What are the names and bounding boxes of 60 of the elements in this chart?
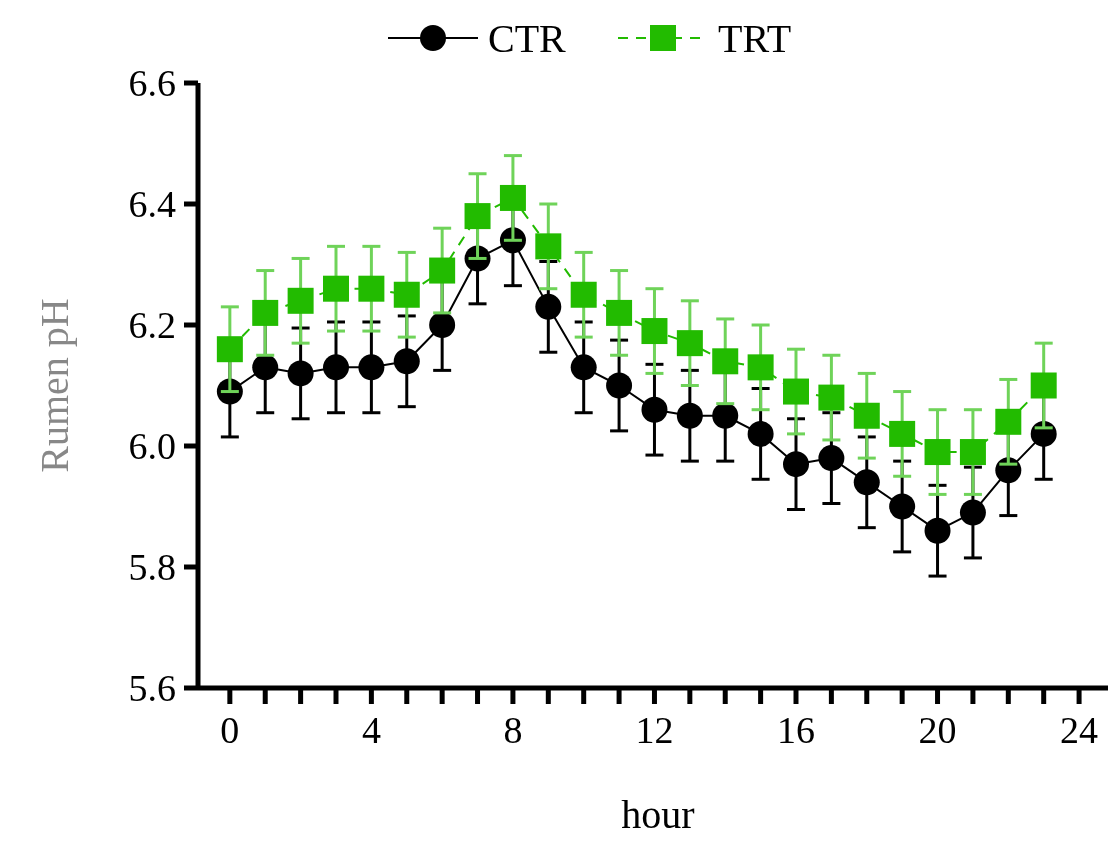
y-tick-label: 6.4 [128,183,176,225]
point [358,354,385,381]
y-tick-label: 5.6 [128,667,176,709]
point [783,451,809,478]
point [535,293,562,320]
x-tick-label: 16 [777,709,815,751]
point [924,517,951,544]
point [889,420,916,447]
point [889,493,916,520]
point [959,439,986,466]
point [393,348,420,375]
point [429,257,456,284]
point [499,184,526,211]
point [252,299,279,326]
point [358,275,385,302]
point [959,499,986,526]
point [429,312,456,338]
point [747,354,774,381]
point [535,233,562,260]
point [323,275,349,302]
y-axis-title: Rumen pH [32,298,77,473]
x-tick-label: 12 [635,709,674,751]
legend-label: TRT [718,15,792,61]
point [606,299,633,326]
point [818,445,845,472]
point [287,287,314,314]
x-tick-label: 8 [503,709,523,751]
x-tick-label: 24 [1060,709,1099,751]
y-tick-label: 6.6 [128,62,176,104]
point [747,420,774,447]
point [216,336,243,363]
y-tick-label: 5.8 [128,546,176,588]
point [606,372,633,399]
point [570,281,597,308]
point [818,384,845,411]
legend-label: CTR [488,15,567,61]
point [570,354,597,381]
point [641,396,668,423]
point [676,402,703,429]
point [393,281,420,308]
point [641,318,668,345]
point [252,354,279,381]
x-tick-label: 4 [361,709,381,751]
point [712,402,739,429]
y-tick-label: 6.0 [128,425,176,467]
point [464,203,491,230]
point [323,354,349,381]
x-tick-label: 20 [918,709,957,751]
point [287,360,314,387]
x-axis-title: hour [621,792,695,837]
point [712,348,739,375]
y-tick-label: 6.2 [128,304,176,346]
point [783,378,809,405]
point [1030,372,1057,399]
point [853,402,880,429]
point [853,469,880,496]
x-tick-label: 0 [220,709,240,751]
point [676,330,703,357]
point [995,408,1022,435]
point [924,439,951,466]
